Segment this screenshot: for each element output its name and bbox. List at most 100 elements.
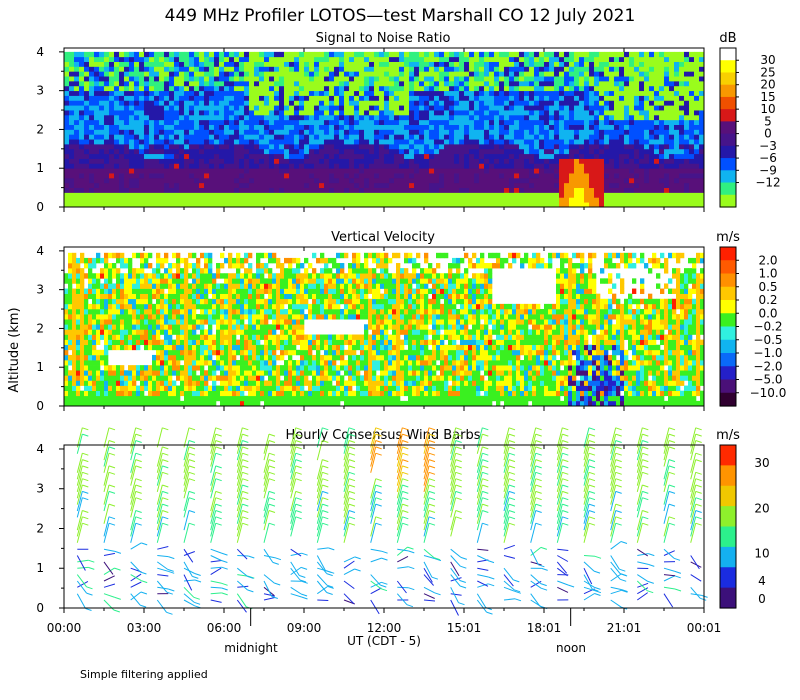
snr-cell: [419, 80, 425, 87]
snr-cell: [389, 105, 395, 111]
snr-cell: [564, 173, 570, 179]
velocity-cell: [72, 334, 77, 340]
snr-cell: [249, 182, 255, 189]
snr-cell: [164, 51, 170, 58]
velocity-cell: [112, 380, 117, 386]
snr-cell: [329, 182, 335, 189]
snr-cell: [664, 129, 670, 135]
snr-cell: [329, 124, 335, 130]
velocity-cell: [104, 329, 109, 335]
snr-cell: [599, 192, 605, 198]
snr-cell: [434, 105, 440, 111]
snr-cell: [229, 105, 235, 111]
snr-cell: [489, 95, 495, 101]
snr-cell: [319, 139, 325, 145]
snr-cell: [479, 139, 485, 145]
snr-cell: [524, 61, 530, 67]
velocity-cell: [124, 319, 129, 325]
snr-cell: [269, 105, 275, 111]
snr-cell: [269, 173, 275, 179]
snr-cell: [614, 143, 620, 150]
snr-cell: [584, 85, 590, 92]
velocity-cell: [124, 303, 129, 310]
snr-cell: [364, 85, 370, 92]
snr-cell: [364, 134, 370, 140]
snr-cell: [699, 134, 705, 140]
snr-cell: [489, 76, 495, 82]
snr-cell: [529, 177, 535, 184]
snr-cell: [184, 100, 190, 106]
snr-cell: [394, 90, 400, 96]
snr-cell: [64, 129, 70, 135]
velocity-cell: [88, 268, 93, 274]
snr-cell: [559, 163, 565, 169]
snr-cell: [639, 51, 645, 58]
snr-cell: [234, 119, 240, 125]
snr-cell: [574, 129, 580, 135]
velocity-cell: [184, 375, 189, 381]
snr-cell: [394, 177, 400, 184]
snr-cell: [529, 71, 535, 77]
snr-cell: [499, 168, 505, 174]
snr-cell: [314, 124, 320, 130]
velocity-cell: [116, 257, 121, 264]
snr-cell: [484, 197, 490, 203]
snr-cell: [549, 202, 555, 208]
snr-cell: [379, 182, 385, 189]
snr-cell: [469, 114, 475, 121]
snr-cell: [419, 129, 425, 135]
snr-cell: [184, 61, 190, 67]
snr-cell: [689, 71, 695, 77]
velocity-cell: [164, 375, 169, 381]
snr-cell: [414, 66, 420, 72]
snr-cell: [214, 66, 220, 72]
snr-cell: [84, 202, 90, 208]
snr-cell: [559, 197, 565, 203]
snr-cell: [99, 173, 105, 179]
snr-cell: [224, 114, 230, 121]
snr-cell: [494, 100, 500, 106]
snr-cell: [79, 158, 85, 164]
snr-cell: [274, 202, 280, 208]
snr-cell: [329, 197, 335, 203]
snr-cell: [554, 66, 560, 72]
snr-cell: [354, 202, 360, 208]
snr-cell: [444, 173, 450, 179]
snr-cell: [609, 139, 615, 145]
velocity-cell: [96, 298, 101, 305]
snr-cell: [679, 114, 685, 121]
snr-cell: [364, 51, 370, 58]
snr-cell: [314, 163, 320, 169]
velocity-cell: [152, 329, 157, 335]
snr-cell: [544, 134, 550, 140]
snr-cell: [304, 56, 310, 62]
velocity-cell: [72, 324, 77, 330]
snr-cell: [184, 168, 190, 174]
snr-cell: [539, 66, 545, 72]
snr-cell: [254, 197, 260, 203]
snr-cell: [649, 71, 655, 77]
velocity-cell: [164, 329, 169, 335]
velocity-cell: [108, 278, 113, 284]
snr-cell: [349, 139, 355, 145]
velocity-cell: [76, 263, 81, 269]
snr-cell: [229, 163, 235, 169]
velocity-cell: [140, 390, 145, 397]
velocity-heatmap: [64, 252, 705, 407]
snr-cell: [469, 95, 475, 101]
velocity-cell: [104, 314, 109, 320]
snr-cell: [174, 173, 180, 179]
snr-cell: [319, 202, 325, 208]
snr-cell: [499, 56, 505, 62]
snr-cell: [499, 143, 505, 150]
velocity-cell: [104, 385, 109, 391]
snr-cell: [579, 148, 585, 155]
snr-cell: [439, 163, 445, 169]
snr-cell: [289, 153, 295, 159]
velocity-cell: [160, 308, 165, 315]
snr-cell: [634, 139, 640, 145]
snr-cell: [184, 139, 190, 145]
snr-cell: [259, 202, 265, 208]
velocity-cell: [128, 344, 133, 351]
snr-cell: [504, 90, 510, 96]
